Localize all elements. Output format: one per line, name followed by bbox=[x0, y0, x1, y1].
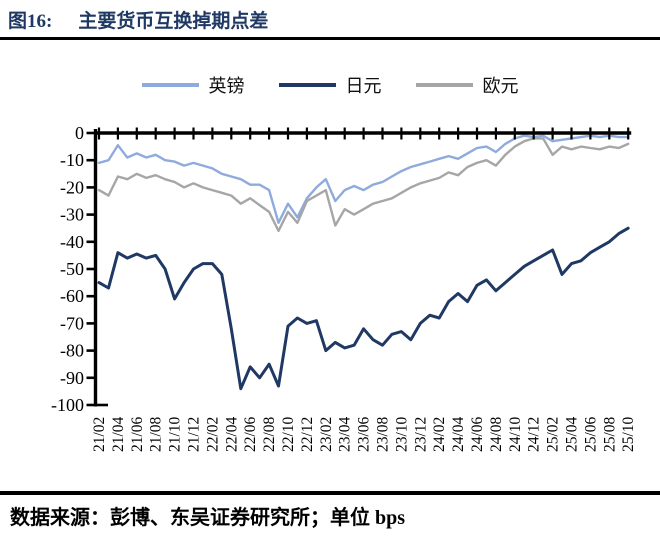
x-tick-label: 21/12 bbox=[186, 417, 203, 452]
x-tick-label: 22/08 bbox=[261, 416, 278, 452]
x-tick-label: 25/04 bbox=[564, 416, 581, 452]
chart-legend: 英镑 日元 欧元 bbox=[0, 72, 660, 98]
legend-item-jpy: 日元 bbox=[278, 72, 382, 98]
x-tick-label: 22/12 bbox=[299, 417, 316, 452]
x-tick-label: 23/10 bbox=[393, 416, 410, 452]
y-tick-label: -50 bbox=[60, 259, 84, 279]
gbp-line bbox=[97, 134, 630, 225]
plot-svg: 21/02 21/04 21/06 21/08 21/10 21/12 22/02 22/04… bbox=[51, 123, 637, 452]
swap-points-chart: 21/02 21/04 21/06 21/08 21/10 21/12 22/02 22/04… bbox=[0, 118, 660, 480]
x-tick-label: 25/02 bbox=[545, 417, 562, 452]
x-tick-label: 21/10 bbox=[167, 416, 184, 452]
x-tick-label: 23/02 bbox=[318, 417, 335, 452]
y-tick-label: -80 bbox=[60, 341, 84, 361]
x-tick-label: 25/08 bbox=[601, 416, 618, 452]
footer-divider-line bbox=[0, 491, 660, 495]
x-tick-label: 21/08 bbox=[148, 416, 165, 452]
x-tick-label: 23/12 bbox=[412, 417, 429, 452]
jpy-line-swatch bbox=[278, 83, 336, 87]
figure-title: 主要货币互换掉期点差 bbox=[78, 11, 269, 32]
y-tick-label: -60 bbox=[60, 286, 84, 306]
x-tick-label: 24/12 bbox=[526, 417, 543, 452]
y-tick-label: -10 bbox=[60, 150, 84, 170]
x-tick-label: 24/02 bbox=[431, 417, 448, 452]
y-tick-label: -90 bbox=[60, 368, 84, 388]
legend-label-jpy: 日元 bbox=[345, 76, 382, 96]
x-tick-label: 22/06 bbox=[242, 416, 259, 452]
x-tick-label: 22/04 bbox=[223, 416, 240, 452]
x-tick-label: 23/08 bbox=[375, 416, 392, 452]
title-divider-line bbox=[0, 37, 660, 40]
legend-label-eur: 欧元 bbox=[482, 76, 519, 96]
x-tick-label: 24/06 bbox=[469, 416, 486, 452]
jpy-line bbox=[97, 226, 630, 391]
y-tick-label: -70 bbox=[60, 313, 84, 333]
y-tick-label: -100 bbox=[51, 395, 84, 415]
x-tick-label: 21/06 bbox=[129, 416, 146, 452]
x-tick-label: 25/10 bbox=[620, 416, 637, 452]
x-tick-label: 25/06 bbox=[582, 416, 599, 452]
legend-item-gbp: 英镑 bbox=[141, 72, 245, 98]
y-tick-label: -20 bbox=[60, 177, 84, 197]
data-source-note: 数据来源：彭博、东吴证券研究所；单位 bps bbox=[10, 507, 406, 529]
x-tick-label: 22/10 bbox=[280, 416, 297, 452]
x-tick-label: 24/10 bbox=[507, 416, 524, 452]
figure-number: 图16: bbox=[8, 11, 53, 32]
figure-title-row: 图16: 主要货币互换掉期点差 bbox=[8, 6, 268, 33]
x-tick-label: 24/04 bbox=[450, 416, 467, 452]
eur-line-swatch bbox=[415, 83, 473, 87]
legend-label-gbp: 英镑 bbox=[208, 76, 245, 96]
y-tick-label: -30 bbox=[60, 205, 84, 225]
gbp-line-swatch bbox=[141, 83, 199, 87]
y-tick-label: -40 bbox=[60, 232, 84, 252]
x-tick-label: 23/06 bbox=[356, 416, 373, 452]
x-tick-label: 21/04 bbox=[110, 416, 127, 452]
x-tick-label: 21/02 bbox=[91, 417, 108, 452]
x-tick-label: 22/02 bbox=[204, 417, 221, 452]
x-tick-label: 24/08 bbox=[488, 416, 505, 452]
y-tick-label: 0 bbox=[75, 123, 84, 143]
x-tick-label: 23/04 bbox=[337, 416, 354, 452]
eur-line bbox=[97, 137, 630, 233]
legend-item-eur: 欧元 bbox=[415, 72, 519, 98]
